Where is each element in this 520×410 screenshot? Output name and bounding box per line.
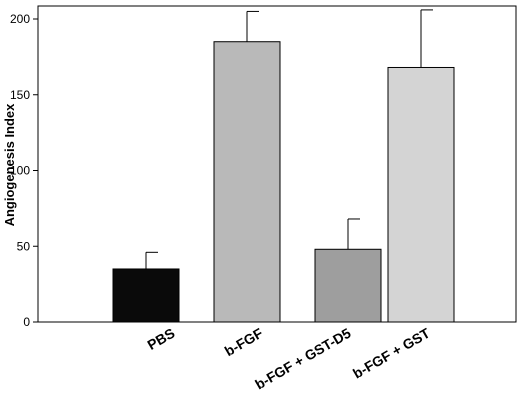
bar bbox=[213, 41, 281, 323]
x-category-label: b-FGF + GST bbox=[350, 325, 433, 382]
y-tick-label: 150 bbox=[10, 88, 30, 102]
y-tick-label: 100 bbox=[10, 164, 30, 178]
y-tick-label: 200 bbox=[10, 12, 30, 26]
bar bbox=[314, 248, 382, 323]
bar bbox=[387, 66, 455, 323]
y-axis: 0 50 100 150 200 bbox=[10, 12, 38, 329]
bar bbox=[112, 268, 180, 323]
y-tick-label: 50 bbox=[17, 239, 31, 253]
bars-group bbox=[112, 9, 455, 323]
x-category-label: b-FGF bbox=[222, 325, 266, 360]
x-category-label: b-FGF + GST-D5 bbox=[252, 325, 353, 393]
y-tick-label: 0 bbox=[23, 315, 30, 329]
y-axis-title: Angiogenesis Index bbox=[2, 103, 17, 227]
x-category-label: PBS bbox=[145, 325, 178, 353]
